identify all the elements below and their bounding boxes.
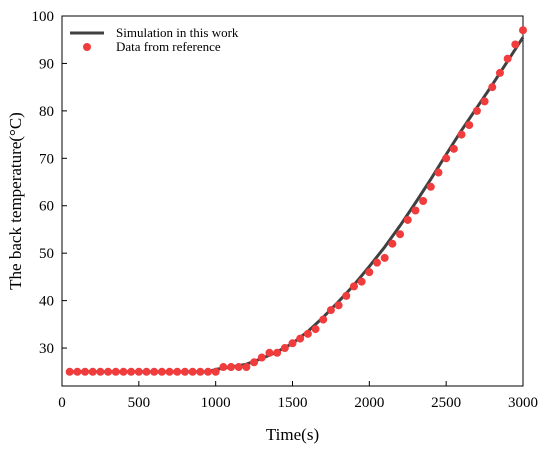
x-axis-title: Time(s) (266, 425, 319, 444)
reference-data-point (111, 367, 120, 376)
series-layer (65, 26, 527, 376)
reference-data-point (311, 325, 320, 334)
legend-dot-swatch (83, 43, 91, 51)
reference-data-point (134, 367, 143, 376)
reference-data-point (303, 329, 312, 338)
y-tick-label: 90 (39, 56, 54, 72)
reference-data-point (227, 363, 236, 372)
y-tick-label: 80 (39, 104, 54, 120)
reference-data-point (449, 144, 458, 153)
reference-data-point (73, 367, 82, 376)
reference-data-point (373, 258, 382, 267)
plot-area (61, 15, 524, 387)
reference-data-point (173, 367, 182, 376)
x-tick-label: 3000 (508, 395, 538, 411)
reference-data-point (465, 121, 474, 130)
reference-data-point (365, 268, 374, 277)
reference-data-point (104, 367, 113, 376)
reference-data-point (280, 344, 289, 353)
x-tick-label: 1000 (201, 395, 231, 411)
reference-data-point (503, 54, 512, 63)
reference-data-point (488, 83, 497, 92)
reference-data-point (96, 367, 105, 376)
reference-data-point (257, 353, 266, 362)
reference-data-point (273, 348, 282, 357)
reference-data-point (142, 367, 151, 376)
reference-data-point (334, 301, 343, 310)
reference-data-point (357, 277, 366, 286)
reference-data-point (319, 315, 328, 324)
x-tick-label: 500 (128, 395, 151, 411)
reference-data-point (442, 154, 451, 163)
reference-data-point (157, 367, 166, 376)
reference-data-point (326, 306, 335, 315)
y-tick-label: 50 (39, 246, 54, 262)
legend-label-reference: Data from reference (116, 39, 221, 54)
reference-data-point (81, 367, 90, 376)
reference-data-point (188, 367, 197, 376)
y-tick-label: 40 (39, 294, 54, 310)
simulation-line (69, 36, 525, 374)
reference-data-point (419, 197, 428, 205)
y-tick-label: 60 (39, 199, 54, 215)
x-axis: 0 500 1000 1500 2000 2500 3000 (58, 381, 538, 411)
y-axis-title: The back temperature(°C) (6, 112, 25, 290)
reference-data-point (119, 367, 128, 376)
reference-data-point (342, 291, 351, 300)
reference-data-point (396, 230, 405, 239)
reference-data-point (165, 367, 174, 376)
reference-data-point (150, 367, 159, 376)
reference-data-point (511, 40, 520, 49)
x-tick-label: 0 (58, 395, 66, 411)
reference-data-point (411, 206, 420, 215)
reference-data-point (65, 367, 74, 376)
reference-data-point (434, 168, 443, 177)
reference-data-point (127, 367, 136, 376)
reference-data-point (388, 239, 397, 248)
reference-data-point (457, 130, 466, 139)
plot-frame (61, 15, 524, 387)
reference-data-point (288, 339, 297, 348)
reference-data-point (380, 253, 389, 262)
y-axis: 30 40 50 60 70 80 90 100 (32, 9, 67, 357)
y-tick-label: 100 (32, 9, 55, 25)
reference-data-point (296, 334, 305, 343)
reference-data-point (519, 26, 527, 35)
reference-data-point (234, 363, 243, 372)
reference-data-point (180, 367, 189, 376)
reference-data-point (219, 363, 228, 372)
reference-data-point (472, 106, 481, 115)
reference-data-point (480, 97, 489, 106)
x-tick-label: 2500 (431, 395, 461, 411)
reference-data-point (88, 367, 97, 376)
reference-data-point (495, 68, 504, 77)
y-tick-label: 70 (39, 151, 54, 167)
reference-data-point (211, 367, 220, 376)
reference-data-point (403, 215, 412, 224)
y-tick-label: 30 (39, 341, 54, 357)
reference-data-point (265, 348, 274, 357)
x-tick-label: 2000 (354, 395, 384, 411)
reference-data-point (426, 182, 435, 191)
legend-label-simulation: Simulation in this work (116, 25, 239, 40)
reference-data-point (203, 367, 212, 376)
legend: Simulation in this work Data from refere… (70, 25, 239, 54)
reference-data-point (196, 367, 205, 376)
reference-data-point (250, 358, 259, 367)
reference-data-point (242, 363, 251, 372)
reference-data-point (349, 282, 358, 291)
x-tick-label: 1500 (278, 395, 308, 411)
